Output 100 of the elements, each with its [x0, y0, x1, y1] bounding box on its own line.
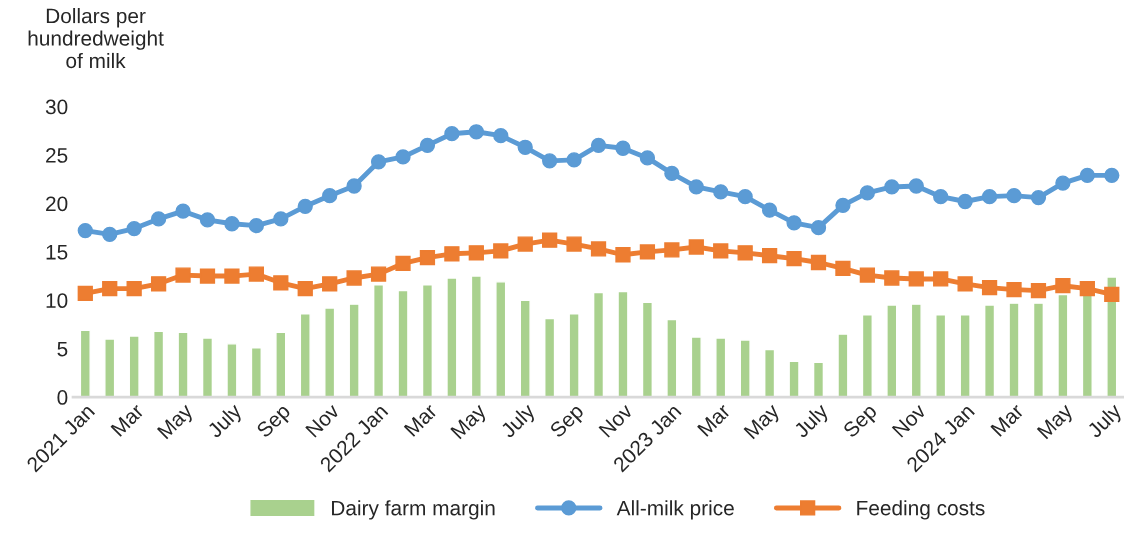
y-tick-label: 5 — [57, 341, 68, 357]
bar — [79, 329, 91, 398]
bar — [690, 336, 702, 398]
y-axis-title: Dollars per hundredweight of milk — [28, 8, 164, 69]
bar — [715, 337, 727, 398]
point — [419, 250, 436, 266]
point — [493, 128, 509, 144]
point — [835, 197, 851, 214]
point — [615, 140, 631, 156]
bar — [201, 337, 214, 398]
point — [1104, 286, 1120, 303]
point — [761, 202, 778, 218]
point — [77, 285, 93, 302]
x-tick-label: May — [450, 402, 491, 443]
x-tick-label: Sep — [255, 402, 294, 442]
point — [297, 280, 313, 297]
point — [639, 150, 656, 166]
point — [664, 165, 680, 182]
bar — [788, 360, 800, 398]
x-tick-label: Mar — [403, 402, 439, 437]
point — [370, 154, 387, 170]
point — [590, 241, 607, 257]
bar — [886, 304, 898, 398]
point — [1055, 175, 1071, 191]
y-tick-label: 15 — [46, 245, 68, 260]
point — [395, 255, 411, 272]
point — [346, 178, 362, 194]
point — [981, 189, 998, 205]
point — [224, 268, 240, 284]
point — [884, 179, 900, 195]
bar — [739, 339, 751, 398]
point — [395, 149, 411, 165]
bar — [153, 330, 165, 398]
point — [908, 271, 924, 287]
point — [1055, 278, 1071, 294]
bar — [446, 277, 458, 398]
point — [444, 126, 460, 142]
bar — [617, 290, 629, 398]
bar — [1057, 293, 1069, 398]
point — [150, 276, 167, 292]
legend-label: Feeding costs — [857, 500, 985, 520]
point — [713, 184, 729, 200]
y-tick-label: 30 — [45, 99, 68, 115]
point — [517, 236, 533, 252]
bar — [495, 281, 507, 398]
bar — [177, 331, 189, 398]
point — [175, 267, 191, 283]
point — [542, 232, 558, 248]
point — [786, 215, 802, 231]
point — [102, 226, 118, 243]
bar — [666, 318, 678, 398]
x-tick-label: Sep — [548, 402, 588, 442]
point — [468, 245, 484, 261]
point — [444, 246, 460, 262]
point — [859, 267, 876, 283]
bar — [397, 289, 409, 398]
point — [126, 220, 142, 237]
bar — [910, 303, 922, 398]
bar — [568, 313, 580, 398]
point — [810, 219, 827, 236]
point — [761, 248, 778, 264]
point — [859, 185, 876, 201]
point — [688, 239, 704, 255]
bar — [959, 314, 971, 398]
bar — [372, 284, 385, 398]
point — [908, 178, 924, 194]
point — [933, 271, 949, 287]
x-tick-label: July — [205, 401, 246, 442]
bar — [861, 314, 873, 398]
bar — [275, 331, 287, 398]
point — [688, 179, 704, 195]
x-tick-label: July — [792, 401, 833, 442]
bar — [1008, 302, 1020, 398]
point — [175, 203, 191, 219]
point — [1079, 167, 1095, 183]
point — [786, 250, 802, 267]
point — [1079, 280, 1095, 297]
point — [248, 266, 265, 282]
x-tick-label: May — [156, 402, 197, 443]
bar — [764, 348, 776, 398]
y-tick-label: 25 — [46, 148, 68, 163]
y-tick-label: 10 — [46, 293, 68, 309]
bar — [348, 303, 360, 398]
bar — [250, 347, 262, 398]
point — [981, 280, 998, 296]
bar — [421, 284, 434, 398]
bar — [641, 301, 653, 398]
x-tick-label: May — [743, 402, 784, 443]
y-tick-label: 0 — [57, 390, 68, 405]
point — [1030, 189, 1047, 206]
point — [322, 276, 338, 292]
point — [517, 139, 533, 155]
point — [590, 137, 607, 153]
point — [664, 242, 680, 258]
point — [737, 245, 753, 261]
point — [1104, 167, 1120, 183]
point — [957, 276, 973, 292]
y-tick-label: 20 — [46, 196, 68, 212]
point — [493, 243, 509, 259]
point — [199, 268, 216, 284]
